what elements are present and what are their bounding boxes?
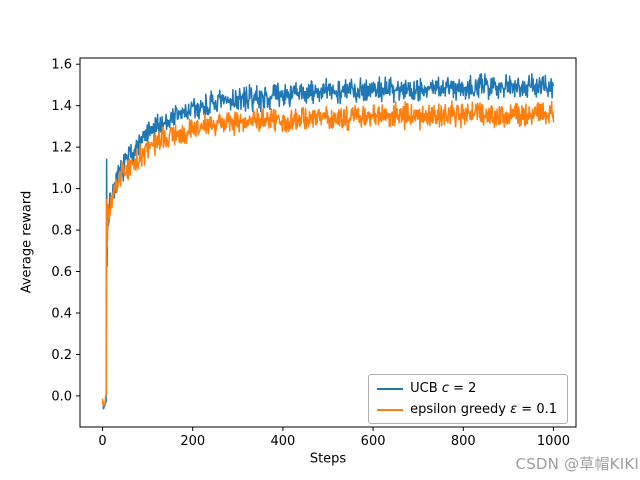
- svg-text:600: 600: [361, 434, 386, 449]
- y-axis-label: Average reward: [19, 190, 35, 294]
- svg-text:400: 400: [270, 434, 295, 449]
- svg-text:1.2: 1.2: [51, 141, 72, 156]
- legend-line-sample-epsilon-greedy: [377, 408, 404, 411]
- svg-text:1.4: 1.4: [51, 99, 72, 114]
- svg-text:0.8: 0.8: [51, 224, 72, 239]
- svg-text:800: 800: [451, 434, 476, 449]
- svg-text:1000: 1000: [537, 434, 570, 449]
- svg-text:0.4: 0.4: [51, 306, 72, 321]
- svg-text:200: 200: [180, 434, 205, 449]
- legend-item-ucb: UCB c = 2: [377, 381, 557, 396]
- svg-text:0.0: 0.0: [51, 389, 72, 404]
- svg-text:1.0: 1.0: [51, 182, 72, 197]
- svg-text:1.6: 1.6: [51, 58, 72, 73]
- legend-item-epsilon-greedy: epsilon greedy ε = 0.1: [377, 402, 557, 417]
- x-axis-label: Steps: [309, 451, 347, 467]
- legend-line-sample-ucb: [377, 387, 404, 390]
- svg-text:0.2: 0.2: [51, 348, 72, 363]
- csdn-watermark: CSDN @草帽KIKI: [515, 455, 639, 473]
- legend-label-ucb-var: c: [441, 381, 449, 396]
- legend-label-eps-prefix: epsilon greedy: [410, 402, 511, 417]
- svg-text:0: 0: [98, 434, 106, 449]
- svg-text:0.6: 0.6: [51, 265, 72, 280]
- legend-label-eps-suffix: = 0.1: [517, 402, 557, 417]
- legend-label-epsilon-greedy: epsilon greedy ε = 0.1: [410, 402, 557, 417]
- legend-label-ucb-prefix: UCB: [410, 381, 442, 396]
- legend-label-eps-var: ε: [510, 402, 518, 417]
- legend: UCB c = 2 epsilon greedy ε = 0.1: [368, 374, 568, 424]
- legend-label-ucb: UCB c = 2: [410, 381, 476, 396]
- legend-label-ucb-suffix: = 2: [448, 381, 477, 396]
